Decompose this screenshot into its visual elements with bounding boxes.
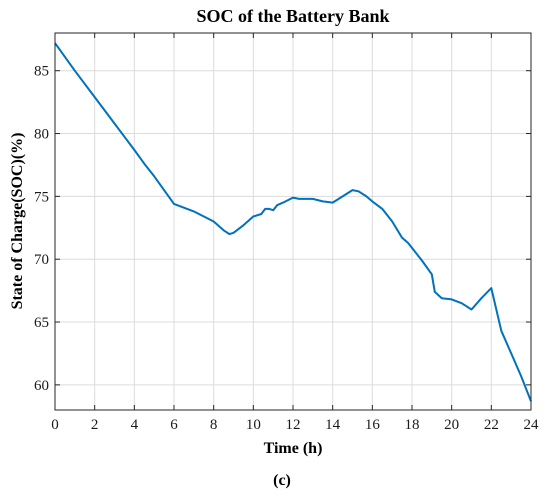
x-tick-label: 20 bbox=[444, 417, 459, 433]
x-tick-label: 8 bbox=[210, 417, 218, 433]
x-tick-label: 0 bbox=[51, 417, 59, 433]
y-tick-label: 80 bbox=[34, 127, 49, 143]
x-tick-label: 18 bbox=[405, 417, 420, 433]
y-axis-label: State of Charge(SOC)(%) bbox=[9, 133, 26, 310]
y-tick-label: 70 bbox=[34, 252, 49, 268]
soc-series-line bbox=[54, 42, 532, 402]
x-tick-label: 12 bbox=[286, 417, 301, 433]
x-tick-label: 22 bbox=[484, 417, 499, 433]
grid-lines bbox=[54, 33, 532, 410]
y-tick-label: 65 bbox=[34, 315, 49, 331]
x-tick-label: 6 bbox=[170, 417, 178, 433]
x-tick-label: 16 bbox=[365, 417, 381, 433]
y-tick-label: 60 bbox=[34, 378, 49, 394]
x-tick-label: 24 bbox=[524, 417, 540, 433]
y-tick-label: 85 bbox=[34, 64, 49, 80]
x-tick-label: 14 bbox=[325, 417, 341, 433]
figure-caption: (c) bbox=[273, 472, 291, 489]
x-tick-label: 2 bbox=[91, 417, 99, 433]
x-tick-label: 4 bbox=[131, 417, 139, 433]
x-axis-label: Time (h) bbox=[264, 440, 323, 457]
y-tick-label: 75 bbox=[34, 189, 49, 205]
x-tick-label: 10 bbox=[246, 417, 261, 433]
chart-title: SOC of the Battery Bank bbox=[197, 6, 390, 26]
